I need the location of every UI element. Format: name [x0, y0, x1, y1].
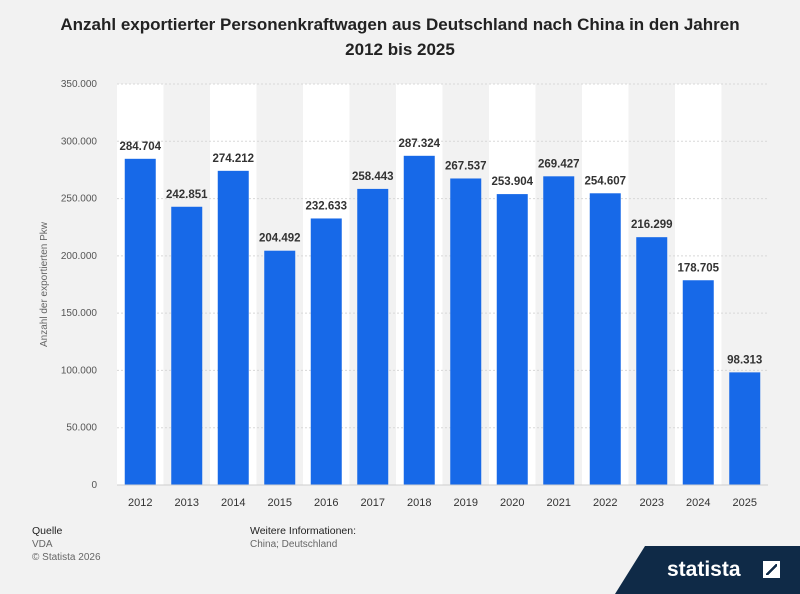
bar-value-label: 98.313: [727, 354, 762, 366]
bar-value-label: 242.851: [166, 189, 208, 201]
y-tick-label: 50.000: [66, 423, 97, 434]
bar: [310, 218, 342, 485]
x-tick-label: 2012: [128, 497, 152, 509]
bar: [729, 372, 761, 485]
bar-value-label: 269.427: [538, 158, 580, 170]
bar: [682, 280, 714, 485]
source-heading: Quelle: [32, 525, 63, 537]
source-text[interactable]: VDA: [32, 539, 53, 550]
bar: [450, 178, 482, 485]
y-tick-label: 100.000: [61, 365, 98, 376]
y-tick-label: 0: [91, 480, 97, 491]
bar-value-label: 274.212: [212, 153, 254, 165]
y-axis-title: Anzahl der exportierten Pkw: [39, 221, 50, 347]
x-tick-label: 2018: [407, 497, 431, 509]
y-tick-label: 150.000: [61, 308, 98, 319]
copyright-text: © Statista 2026: [32, 552, 101, 563]
bar: [589, 193, 621, 485]
x-tick-label: 2014: [221, 497, 245, 509]
bar: [496, 194, 528, 485]
brand-text: statista: [667, 558, 741, 581]
x-tick-label: 2015: [268, 497, 292, 509]
bar: [217, 170, 249, 485]
y-tick-label: 200.000: [61, 251, 98, 262]
statista-logo[interactable]: statista: [615, 546, 800, 594]
bar: [171, 206, 203, 485]
bar-value-label: 287.324: [398, 138, 440, 150]
bar: [543, 176, 575, 485]
bar: [264, 250, 296, 485]
x-tick-label: 2016: [314, 497, 338, 509]
bar: [357, 188, 389, 485]
bar-value-label: 258.443: [352, 171, 394, 183]
x-tick-label: 2020: [500, 497, 524, 509]
y-tick-label: 300.000: [61, 136, 98, 147]
x-tick-label: 2017: [361, 497, 385, 509]
x-tick-label: 2023: [640, 497, 664, 509]
bar-value-label: 254.607: [584, 175, 626, 187]
info-heading: Weitere Informationen:: [250, 525, 357, 537]
statista-logo-icon: [763, 561, 780, 578]
bar: [403, 155, 435, 486]
x-tick-label: 2013: [175, 497, 199, 509]
y-tick-label: 350.000: [61, 79, 98, 90]
info-text: China; Deutschland: [250, 539, 338, 550]
info-block: Weitere Informationen: China; Deutschlan…: [250, 525, 356, 551]
bar-value-label: 267.537: [445, 160, 487, 172]
bar-value-label: 204.492: [259, 233, 301, 245]
x-tick-label: 2025: [733, 497, 757, 509]
bar-value-label: 253.904: [491, 176, 533, 188]
source-block: Quelle VDA © Statista 2026: [32, 525, 101, 564]
x-tick-label: 2024: [686, 497, 710, 509]
x-tick-label: 2022: [593, 497, 617, 509]
chart-title: Anzahl exportierter Personenkraftwagen a…: [60, 15, 740, 59]
bar: [124, 158, 156, 486]
x-tick-label: 2019: [454, 497, 478, 509]
bar-value-label: 232.633: [305, 200, 347, 212]
bar-value-label: 178.705: [677, 262, 719, 274]
bar-value-label: 216.299: [631, 219, 673, 231]
y-tick-label: 250.000: [61, 194, 98, 205]
x-tick-label: 2021: [547, 497, 571, 509]
bar: [636, 237, 668, 485]
bar-value-label: 284.704: [119, 141, 161, 153]
